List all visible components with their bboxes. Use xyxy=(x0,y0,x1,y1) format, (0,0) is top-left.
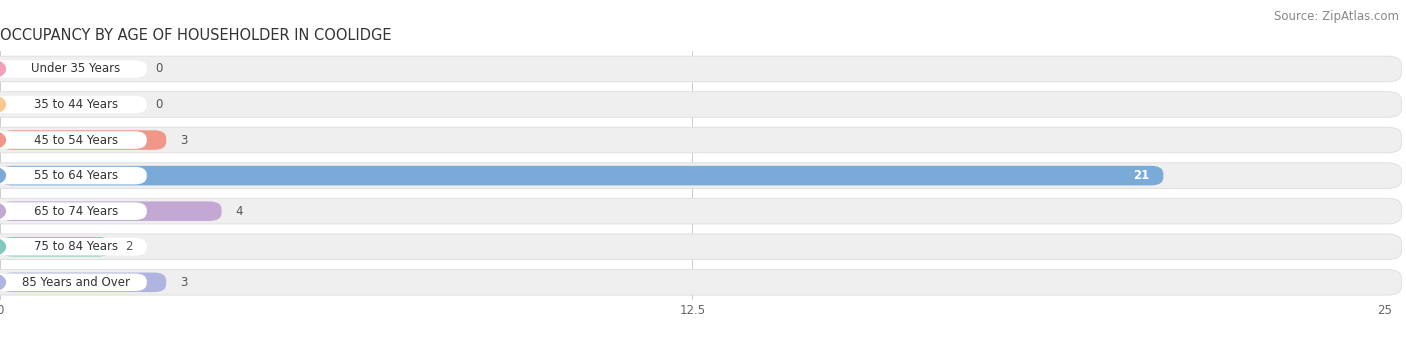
Text: Source: ZipAtlas.com: Source: ZipAtlas.com xyxy=(1274,10,1399,23)
FancyBboxPatch shape xyxy=(0,234,1402,260)
FancyBboxPatch shape xyxy=(0,131,146,149)
FancyBboxPatch shape xyxy=(0,237,111,256)
Text: 55 to 64 Years: 55 to 64 Years xyxy=(34,169,118,182)
FancyBboxPatch shape xyxy=(0,269,1402,295)
FancyBboxPatch shape xyxy=(0,163,1402,189)
Circle shape xyxy=(0,60,6,78)
FancyBboxPatch shape xyxy=(0,202,222,221)
FancyBboxPatch shape xyxy=(0,60,146,78)
FancyBboxPatch shape xyxy=(0,92,1402,117)
Circle shape xyxy=(0,167,6,184)
FancyBboxPatch shape xyxy=(0,202,146,220)
Circle shape xyxy=(0,273,6,291)
Circle shape xyxy=(0,96,6,113)
FancyBboxPatch shape xyxy=(0,96,146,113)
FancyBboxPatch shape xyxy=(0,238,146,255)
Text: 0: 0 xyxy=(155,62,163,75)
Text: OCCUPANCY BY AGE OF HOUSEHOLDER IN COOLIDGE: OCCUPANCY BY AGE OF HOUSEHOLDER IN COOLI… xyxy=(0,28,391,43)
FancyBboxPatch shape xyxy=(0,127,1402,153)
Circle shape xyxy=(0,202,6,220)
Text: Under 35 Years: Under 35 Years xyxy=(31,62,121,75)
FancyBboxPatch shape xyxy=(0,166,1163,186)
FancyBboxPatch shape xyxy=(0,273,146,291)
Text: 3: 3 xyxy=(180,134,187,147)
Text: 2: 2 xyxy=(125,240,132,253)
Text: 35 to 44 Years: 35 to 44 Years xyxy=(34,98,118,111)
FancyBboxPatch shape xyxy=(0,167,146,184)
Text: 45 to 54 Years: 45 to 54 Years xyxy=(34,134,118,147)
Circle shape xyxy=(0,238,6,255)
FancyBboxPatch shape xyxy=(0,56,1402,82)
Text: 75 to 84 Years: 75 to 84 Years xyxy=(34,240,118,253)
Text: 65 to 74 Years: 65 to 74 Years xyxy=(34,205,118,218)
Circle shape xyxy=(0,131,6,149)
Text: 3: 3 xyxy=(180,276,187,289)
Text: 85 Years and Over: 85 Years and Over xyxy=(22,276,131,289)
FancyBboxPatch shape xyxy=(0,198,1402,224)
Text: 21: 21 xyxy=(1133,169,1150,182)
Text: 0: 0 xyxy=(155,98,163,111)
FancyBboxPatch shape xyxy=(0,272,166,292)
FancyBboxPatch shape xyxy=(0,130,166,150)
Text: 4: 4 xyxy=(235,205,243,218)
